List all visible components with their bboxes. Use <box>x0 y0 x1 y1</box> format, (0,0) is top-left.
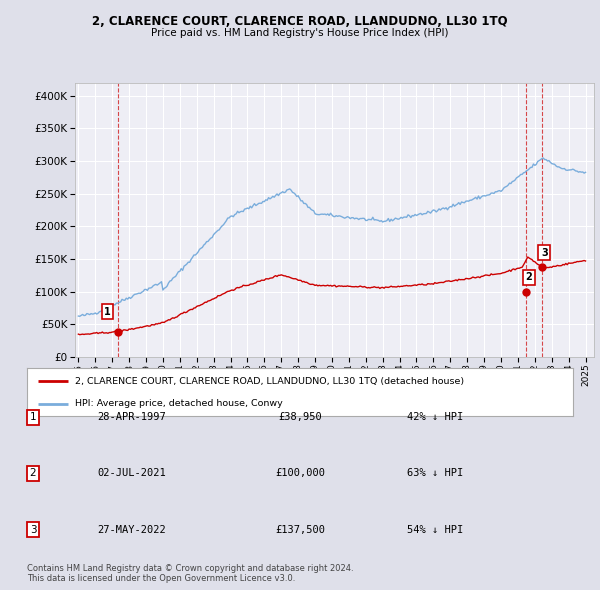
Text: 27-MAY-2022: 27-MAY-2022 <box>98 525 166 535</box>
Text: 3: 3 <box>541 248 548 258</box>
Text: 3: 3 <box>29 525 37 535</box>
Text: 2, CLARENCE COURT, CLARENCE ROAD, LLANDUDNO, LL30 1TQ: 2, CLARENCE COURT, CLARENCE ROAD, LLANDU… <box>92 15 508 28</box>
Text: 2, CLARENCE COURT, CLARENCE ROAD, LLANDUDNO, LL30 1TQ (detached house): 2, CLARENCE COURT, CLARENCE ROAD, LLANDU… <box>75 376 464 386</box>
Text: 42% ↓ HPI: 42% ↓ HPI <box>407 412 463 422</box>
Text: 1: 1 <box>104 307 111 317</box>
Text: £38,950: £38,950 <box>278 412 322 422</box>
Text: HPI: Average price, detached house, Conwy: HPI: Average price, detached house, Conw… <box>75 399 283 408</box>
Text: 02-JUL-2021: 02-JUL-2021 <box>98 468 166 478</box>
Text: Price paid vs. HM Land Registry's House Price Index (HPI): Price paid vs. HM Land Registry's House … <box>151 28 449 38</box>
Text: Contains HM Land Registry data © Crown copyright and database right 2024.
This d: Contains HM Land Registry data © Crown c… <box>27 563 353 583</box>
Text: 2: 2 <box>526 272 532 282</box>
Text: 2: 2 <box>29 468 37 478</box>
Text: 54% ↓ HPI: 54% ↓ HPI <box>407 525 463 535</box>
Text: £100,000: £100,000 <box>275 468 325 478</box>
Text: 28-APR-1997: 28-APR-1997 <box>98 412 166 422</box>
Text: 63% ↓ HPI: 63% ↓ HPI <box>407 468 463 478</box>
Text: 1: 1 <box>29 412 37 422</box>
Text: £137,500: £137,500 <box>275 525 325 535</box>
